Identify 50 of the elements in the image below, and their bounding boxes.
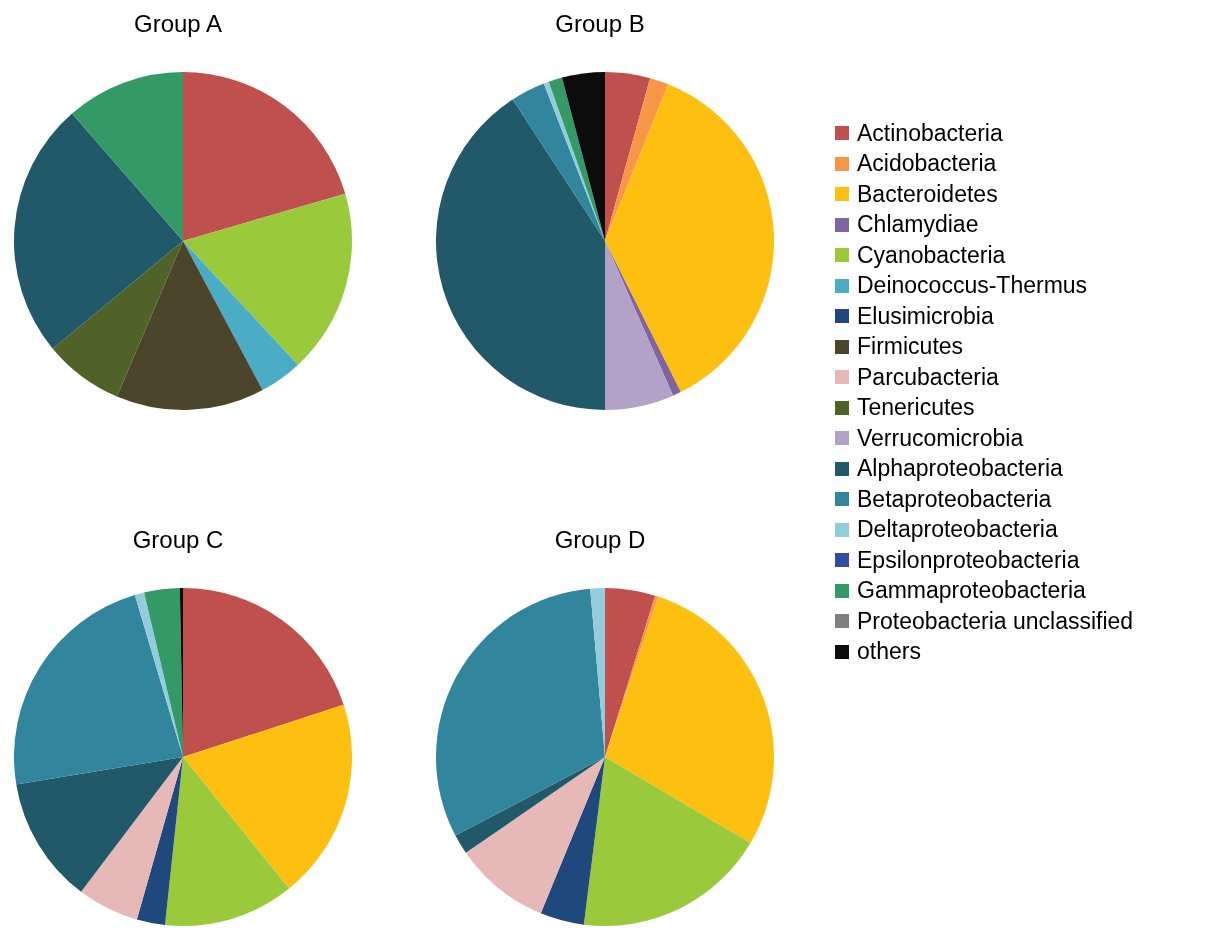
legend-label: Deinococcus-Thermus bbox=[857, 272, 1088, 300]
pie-slice bbox=[561, 72, 605, 241]
pie-slice bbox=[52, 241, 183, 397]
chart-title: Group B bbox=[554, 10, 646, 38]
legend-label: Actinobacteria bbox=[857, 119, 1003, 147]
pie-slice bbox=[72, 72, 183, 241]
pie-slice bbox=[136, 757, 183, 926]
chart-title: Group A bbox=[132, 10, 224, 38]
pie-slice bbox=[183, 241, 298, 391]
pie-slice bbox=[605, 241, 674, 410]
pie-slice bbox=[183, 704, 352, 889]
pie-slice bbox=[540, 757, 605, 925]
legend-label: Betaproteobacteria bbox=[857, 485, 1052, 513]
pie-slice bbox=[605, 72, 651, 241]
chart-title: Group C bbox=[131, 526, 225, 554]
legend-label: Bacteroidetes bbox=[857, 180, 998, 208]
legend-label: others bbox=[857, 638, 921, 666]
pie-slice bbox=[116, 241, 263, 410]
legend-label: Alphaproteobacteria bbox=[857, 455, 1063, 483]
pie-slice bbox=[465, 757, 605, 914]
pie-slice bbox=[455, 757, 605, 853]
legend-label: Verrucomicrobia bbox=[857, 424, 1024, 452]
pie-slice bbox=[183, 588, 344, 757]
pie-slice bbox=[164, 757, 290, 926]
chart-title: Group D bbox=[553, 526, 647, 554]
legend-label: Proteobacteria unclassified bbox=[857, 607, 1134, 635]
legend-label: Firmicutes bbox=[857, 333, 964, 361]
legend-label: Parcubacteria bbox=[857, 363, 999, 391]
pie-slice bbox=[14, 113, 183, 349]
pie-slice bbox=[436, 99, 605, 410]
pie-slice bbox=[436, 588, 605, 836]
legend-label: Cyanobacteria bbox=[857, 241, 1006, 269]
pie-slice bbox=[14, 595, 183, 785]
legend-label: Elusimicrobia bbox=[857, 302, 994, 330]
pie-slice bbox=[81, 757, 183, 920]
pie-slice bbox=[16, 757, 183, 892]
legend-label: Acidobacteria bbox=[857, 150, 997, 178]
legend-label: Gammaproteobacteria bbox=[857, 577, 1086, 605]
pie-slice bbox=[512, 83, 605, 241]
pie-slice bbox=[605, 84, 774, 393]
pie-slice bbox=[183, 72, 346, 241]
pie-slice bbox=[583, 757, 751, 926]
pie-slice bbox=[605, 78, 669, 241]
legend-label: Tenericutes bbox=[857, 394, 975, 422]
legend-label: Deltaproteobacteria bbox=[857, 516, 1058, 544]
pie-slice bbox=[605, 596, 774, 844]
pie-slice bbox=[183, 193, 352, 365]
legend-label: Epsilonproteobacteria bbox=[857, 546, 1080, 574]
legend-label: Chlamydiae bbox=[857, 211, 979, 239]
pie-slice bbox=[144, 588, 183, 757]
